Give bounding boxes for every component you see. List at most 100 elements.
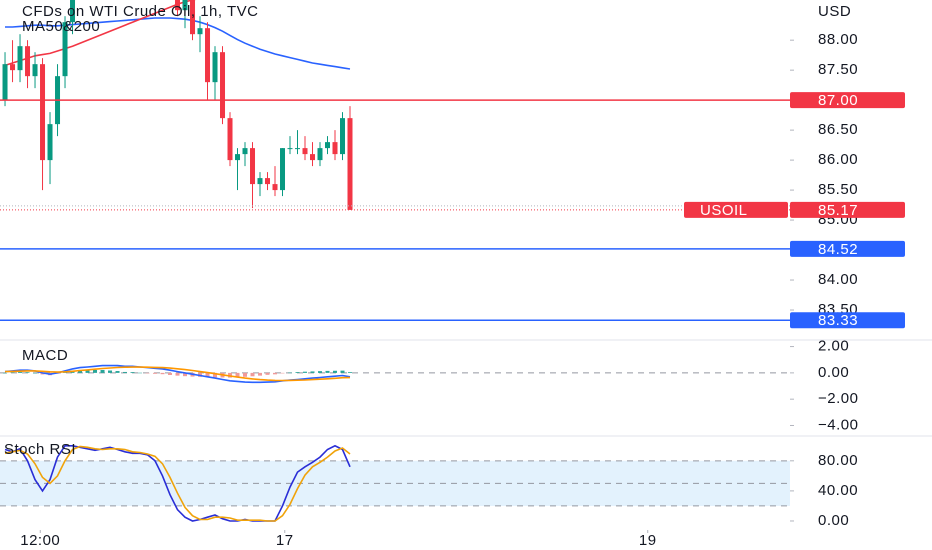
chart-title: CFDs on WTI Crude Oil, 1h, TVC xyxy=(22,3,258,20)
y-tick-label: 0.00 xyxy=(818,364,849,381)
x-tick-label: 19 xyxy=(639,532,657,549)
histogram-bar xyxy=(25,372,30,373)
histogram-bar xyxy=(145,372,150,374)
candle-body xyxy=(205,28,211,83)
histogram-bar xyxy=(250,372,255,377)
histogram-bar xyxy=(183,372,188,377)
candle-body xyxy=(332,142,338,155)
level-badge xyxy=(790,92,905,109)
histogram-bar xyxy=(130,372,135,373)
histogram-bar xyxy=(280,372,285,374)
candle-body xyxy=(310,154,316,161)
candle-body xyxy=(257,178,263,185)
y-tick-label: 0.00 xyxy=(818,512,849,529)
candle-body xyxy=(227,118,233,161)
histogram-bar xyxy=(123,371,128,373)
y-tick-label: −2.00 xyxy=(818,390,858,407)
price-pane xyxy=(0,0,790,321)
candle-body xyxy=(10,64,16,71)
price-label: 85.17 xyxy=(818,202,858,219)
candle-body xyxy=(32,64,38,77)
histogram-bar xyxy=(325,370,330,373)
histogram-bar xyxy=(235,372,240,378)
candle-body xyxy=(347,118,353,210)
candle-body xyxy=(212,52,218,83)
histogram-bar xyxy=(153,372,158,374)
macd-title: MACD xyxy=(22,347,68,364)
y-tick-label: 2.00 xyxy=(818,338,849,355)
candle-body xyxy=(250,148,256,185)
histogram-bar xyxy=(265,372,270,375)
candle-body xyxy=(280,148,286,191)
macd-pane xyxy=(0,364,790,384)
candle-body xyxy=(325,142,331,149)
histogram-bar xyxy=(288,372,293,374)
candle-body xyxy=(265,178,271,185)
histogram-bar xyxy=(258,372,263,376)
moving-average xyxy=(5,17,351,70)
y-tick-label: 87.50 xyxy=(818,61,858,78)
indicator-line xyxy=(4,445,351,522)
candle-body xyxy=(40,64,46,161)
candle-body xyxy=(287,148,293,150)
histogram-bar xyxy=(33,372,38,374)
histogram-bar xyxy=(273,372,278,375)
histogram-bar xyxy=(100,369,105,373)
histogram-bar xyxy=(160,372,165,375)
y-tick-label: 88.00 xyxy=(818,31,858,48)
histogram-bar xyxy=(115,371,120,373)
level-label: 87.00 xyxy=(818,92,858,109)
histogram-bar xyxy=(295,372,300,373)
histogram-bar xyxy=(85,369,90,373)
candle-body xyxy=(190,0,196,35)
indicator-line xyxy=(4,444,351,522)
candle-body xyxy=(175,0,181,11)
histogram-bar xyxy=(340,370,345,373)
histogram-bar xyxy=(93,369,98,373)
y-tick-label: 80.00 xyxy=(818,452,858,469)
level-label: 83.33 xyxy=(818,312,858,329)
candle-body xyxy=(220,52,226,119)
histogram-bar xyxy=(175,372,180,376)
candle-body xyxy=(25,46,31,77)
histogram-bar xyxy=(333,370,338,373)
level-badge xyxy=(790,312,905,329)
level-label: 84.52 xyxy=(818,241,858,258)
band xyxy=(0,460,790,506)
candle-body xyxy=(47,124,53,161)
histogram-bar xyxy=(213,372,218,378)
histogram-bar xyxy=(10,372,15,373)
level-badge xyxy=(790,240,905,257)
candle-body xyxy=(302,148,308,155)
candle-body xyxy=(340,118,346,155)
histogram-bar xyxy=(3,372,8,374)
histogram-bar xyxy=(243,372,248,377)
histogram-bar xyxy=(318,371,323,373)
candle-body xyxy=(242,148,248,155)
candle-body xyxy=(182,0,188,11)
y-tick-label: 86.50 xyxy=(818,121,858,138)
price-badge xyxy=(790,201,905,218)
y-tick-label: 84.00 xyxy=(818,271,858,288)
stoch-pane xyxy=(0,444,790,522)
x-tick-label: 12:00 xyxy=(20,532,60,549)
stoch-title: Stoch RSI xyxy=(4,441,76,458)
histogram-bar xyxy=(303,371,308,373)
histogram-bar xyxy=(205,372,210,378)
indicator-label: MA50&200 xyxy=(22,18,100,35)
y-tick-label: 85.50 xyxy=(818,181,858,198)
y-tick-label: −4.00 xyxy=(818,416,858,433)
candle-body xyxy=(295,148,301,150)
y-tick-label: 40.00 xyxy=(818,482,858,499)
candle-body xyxy=(17,46,23,71)
symbol-label: USOIL xyxy=(700,202,748,219)
candle-body xyxy=(235,154,241,161)
histogram-bar xyxy=(18,371,23,373)
histogram-bar xyxy=(78,369,83,373)
candle-body xyxy=(317,148,323,161)
y-tick-label: 86.00 xyxy=(818,151,858,168)
axes: 88.0087.5086.5086.0085.5085.0084.0083.50… xyxy=(20,31,905,549)
indicator-line xyxy=(4,366,351,382)
